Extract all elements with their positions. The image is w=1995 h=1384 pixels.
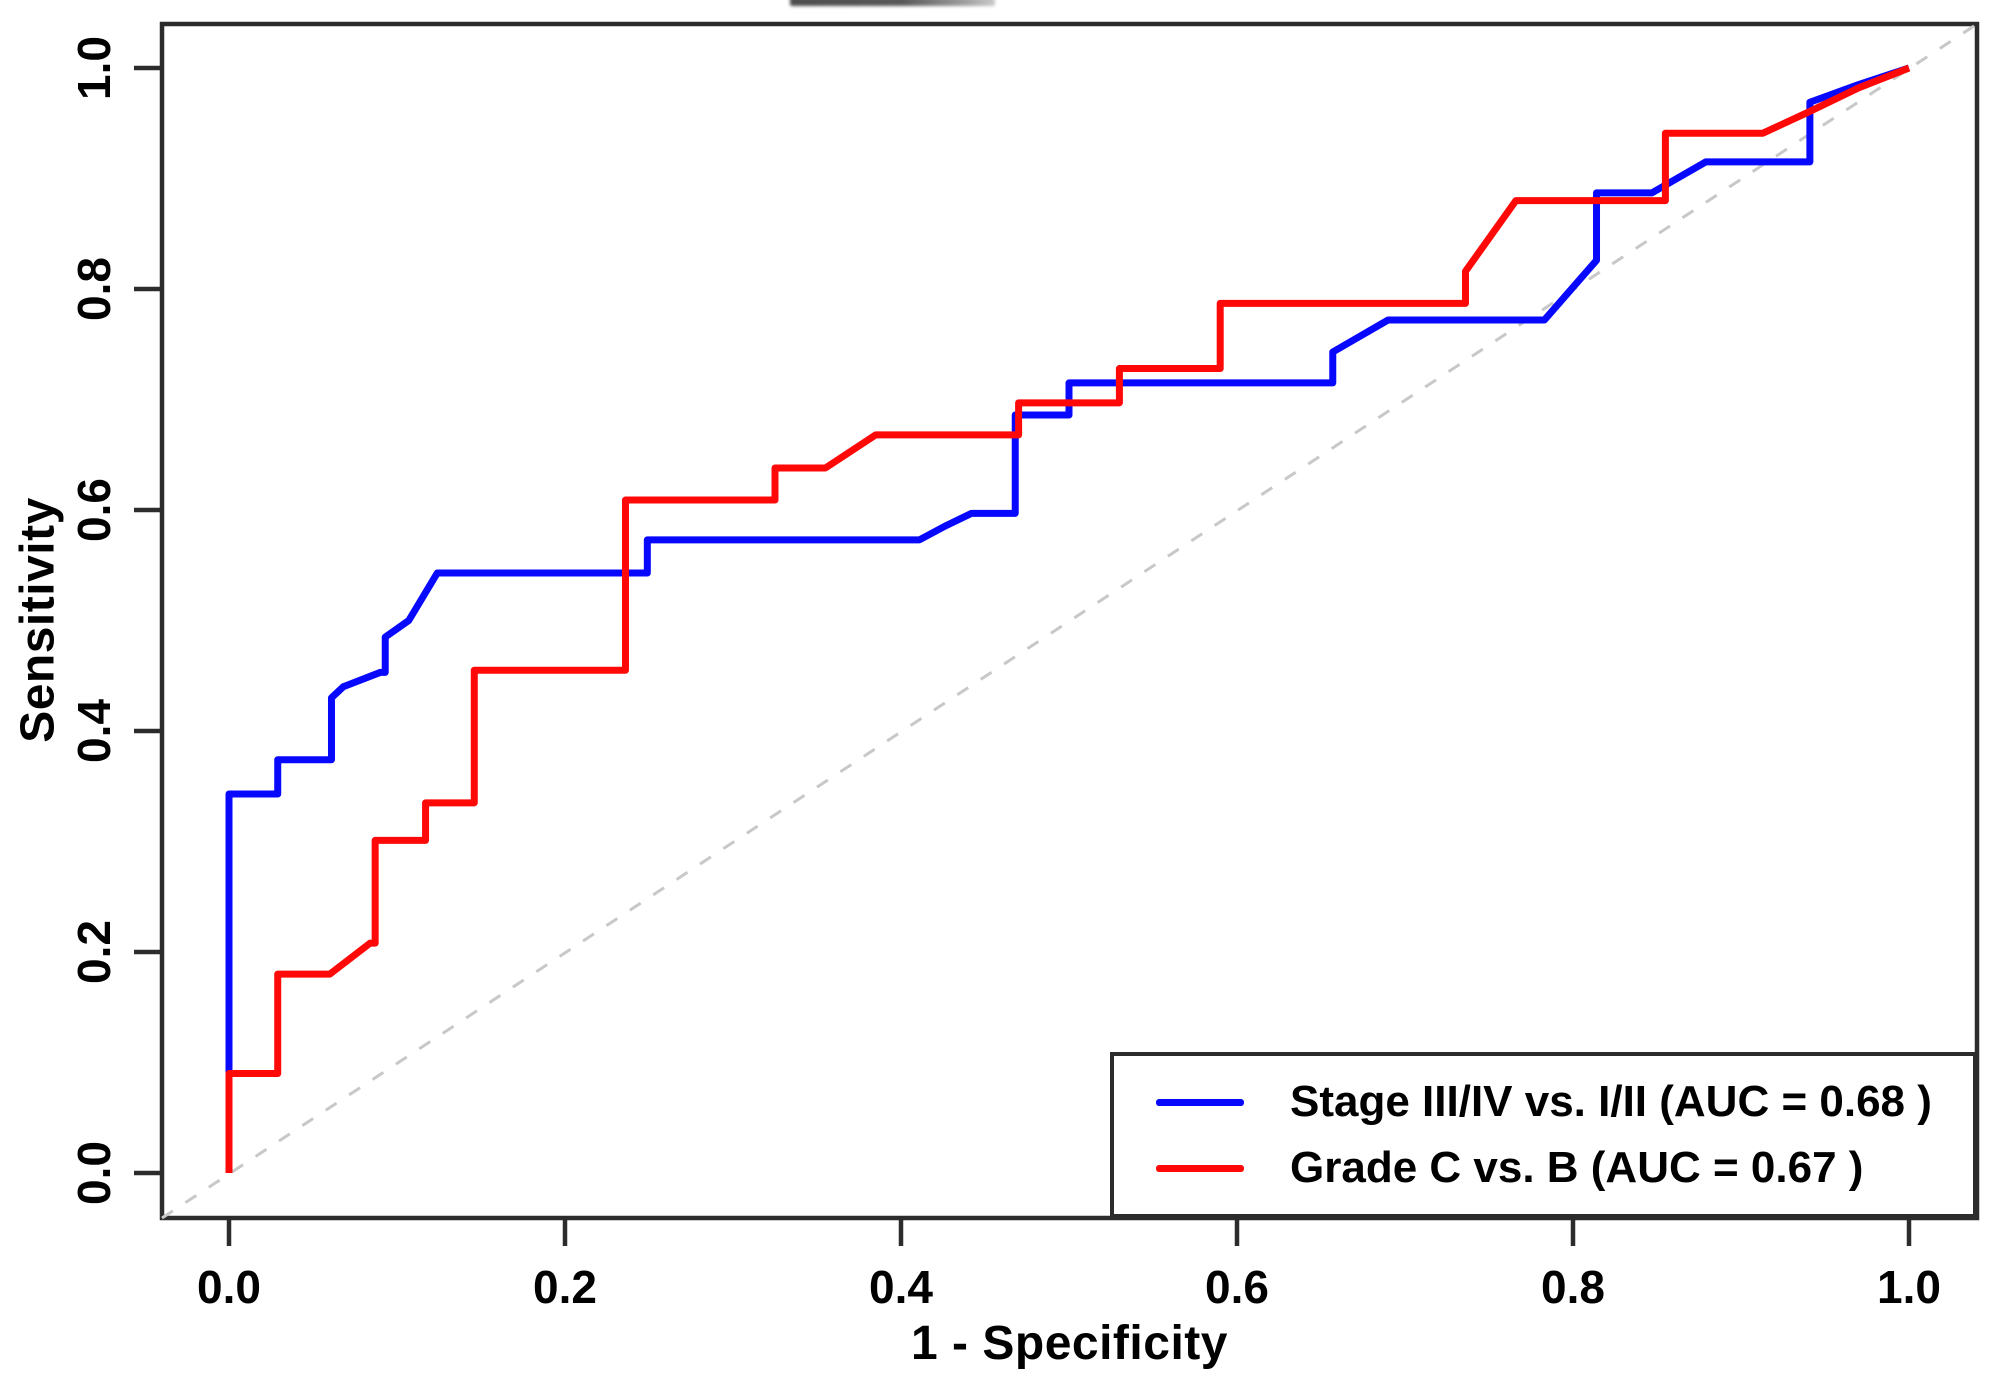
legend-label-stage: Stage III/IV vs. I/II (AUC = 0.68 ) [1290,1077,1932,1126]
legend-box: Stage III/IV vs. I/II (AUC = 0.68 ) Grad… [1110,1052,1977,1218]
x-axis-ticks: 0.0 0.2 0.4 0.6 0.8 1.0 [197,1218,1941,1313]
legend-label-grade: Grade C vs. B (AUC = 0.67 ) [1290,1143,1864,1192]
y-tick-label: 0.0 [68,1141,120,1205]
x-tick-label: 1.0 [1877,1261,1941,1313]
y-tick-label: 0.8 [68,257,120,321]
cropped-title-fragment [790,0,995,6]
legend-line-blue-icon [1156,1098,1244,1106]
roc-curve-stage [225,64,1911,1173]
x-tick-label: 0.4 [869,1261,933,1313]
y-tick-label: 1.0 [68,36,120,100]
x-axis-title: 1 - Specificity [911,1317,1228,1370]
y-axis-ticks: 0.0 0.2 0.4 0.6 0.8 1.0 [68,36,162,1205]
x-tick-label: 0.2 [533,1261,597,1313]
x-tick-label: 0.6 [1205,1261,1269,1313]
y-axis-title: Sensitivity [11,497,65,743]
legend-item-stage: Stage III/IV vs. I/II (AUC = 0.68 ) [1156,1077,1973,1127]
y-tick-label: 0.4 [68,699,120,763]
x-tick-label: 0.0 [197,1261,261,1313]
x-tick-label: 0.8 [1541,1261,1605,1313]
y-tick-label: 0.2 [68,920,120,984]
y-tick-label: 0.6 [68,478,120,542]
legend-item-grade: Grade C vs. B (AUC = 0.67 ) [1156,1143,1973,1193]
legend-line-red-icon [1156,1164,1244,1172]
plot-frame [159,21,1980,1221]
roc-curve-grade [225,64,1911,1173]
chance-diagonal-line [161,22,1978,1220]
